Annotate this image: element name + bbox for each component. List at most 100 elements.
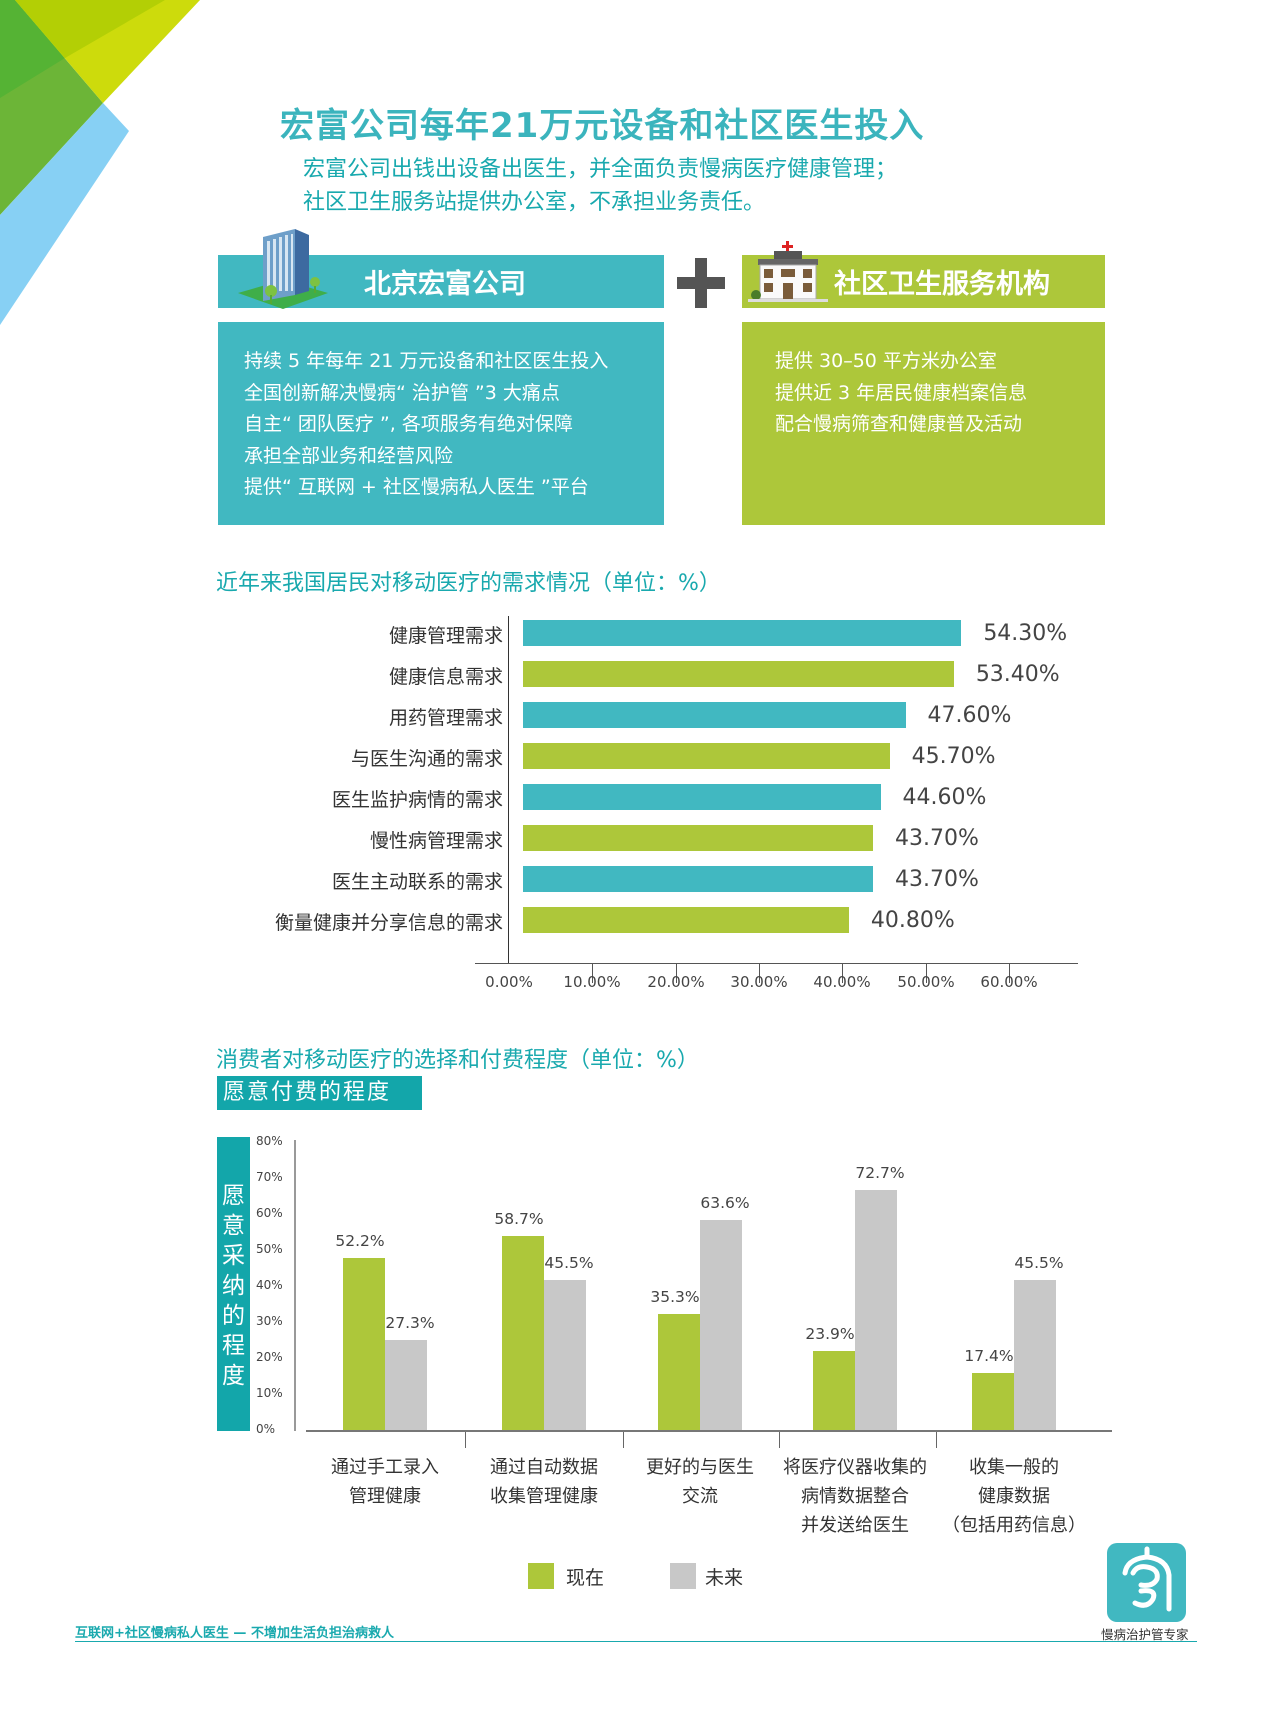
bar-value-label: 47.60% [927,703,1012,728]
plus-icon-vertical [695,258,707,308]
bar-value-label: 63.6% [700,1194,750,1213]
legend-label-future: 未来 [705,1567,744,1589]
bar-value-label: 43.70% [895,826,979,851]
left-panel-item: 提供“ 互联网 + 社区慢病私人医生 ”平台 [244,476,589,498]
x-tick [926,963,927,983]
page-title: 宏富公司每年21万元设备和社区医生投入 [280,106,925,146]
category-label-line: 管理健康 [349,1486,421,1507]
x-tick [759,963,760,983]
x-group-divider [623,1432,624,1448]
category-label-line: 通过手工录入 [331,1457,439,1478]
bar-value-label: 23.9% [805,1325,855,1344]
category-label: 收集一般的健康数据 （包括用药信息） [936,1453,1092,1540]
x-tick-label: 50.00% [897,973,955,991]
bar-value-label: 45.70% [911,744,996,769]
bar-now [658,1313,700,1430]
x-tick-label: 20.00% [647,973,705,991]
bar-now [502,1236,544,1430]
bar [523,661,954,687]
category-label: 通过手工录入 管理健康 [307,1453,463,1511]
left-panel-item: 自主“ 团队医疗 ”, 各项服务有绝对保障 [244,413,573,435]
y-tick-label: 30% [256,1314,283,1328]
chart2-y-axis [294,1140,296,1431]
bar-value-label: 58.7% [494,1210,544,1229]
legend-swatch-future [670,1563,696,1589]
chart1-title: 近年来我国居民对移动医疗的需求情况（单位：%） [216,571,721,596]
category-label-line: （包括用药信息） [942,1515,1086,1536]
x-tick [1009,963,1010,983]
bar-category-label: 与医生沟通的需求 [350,748,503,770]
right-panel-header: 社区卫生服务机构 [742,241,1105,308]
x-group-divider [779,1432,780,1448]
bar-category-label: 用药管理需求 [388,707,503,729]
right-panel-item: 配合慢病筛查和健康普及活动 [775,413,1023,435]
bar [523,825,874,851]
y-axis-label-char: 的 [222,1303,245,1329]
x-group-divider [465,1432,466,1448]
y-tick-label: 10% [256,1386,283,1400]
x-tick [592,963,593,983]
bar-value-label: 53.40% [975,662,1060,687]
category-label-line: 通过自动数据 [490,1457,598,1478]
category-label-line: 并发送给医生 [801,1515,909,1536]
office-building-icon [238,229,328,309]
chart2-y-axis-label: 愿意采纳的程度 [217,1137,250,1431]
bar [523,866,874,892]
footer-divider [75,1641,1197,1642]
chart1-y-axis [508,616,509,963]
bar-now [343,1257,385,1430]
bar-future [700,1220,742,1430]
right-panel-title: 社区卫生服务机构 [834,269,1050,300]
left-panel-header: 北京宏富公司 [218,229,664,309]
y-tick-label: 50% [256,1242,283,1256]
y-tick-label: 80% [256,1134,283,1148]
bar-category-label: 健康管理需求 [388,625,503,647]
bar-now [813,1351,855,1430]
bar [523,702,906,728]
bar-now [972,1372,1014,1430]
bar-value-label: 45.5% [1014,1253,1064,1272]
y-axis-label-char: 度 [222,1363,245,1389]
logo-text: 慢病治护管专家 [1101,1627,1189,1642]
category-label-line: 收集一般的 [969,1457,1059,1478]
category-label-line: 病情数据整合 [801,1486,909,1507]
bar-value-label: 35.3% [650,1287,700,1306]
x-tick [842,963,843,983]
x-tick [676,963,677,983]
category-label-line: 将医疗仪器收集的 [783,1457,927,1478]
clinic-building-icon [748,241,828,302]
category-label-line: 收集管理健康 [490,1486,598,1507]
right-panel-item: 提供 30–50 平方米办公室 [775,350,997,372]
x-tick-label: 40.00% [813,973,871,991]
bar-value-label: 54.30% [983,621,1068,646]
category-label: 更好的与医生 交流 [622,1453,778,1511]
legend-swatch-now [528,1563,554,1589]
bar-future [1014,1279,1056,1430]
y-tick-label: 20% [256,1350,283,1364]
bar-value-label: 45.5% [544,1253,594,1272]
bar-value-label: 43.70% [895,867,979,892]
chart2-title: 消费者对移动医疗的选择和付费程度（单位：%） [216,1048,699,1073]
bar-value-label: 27.3% [385,1313,435,1332]
left-panel-item: 持续 5 年每年 21 万元设备和社区医生投入 [244,350,609,372]
bar-value-label: 72.7% [855,1164,905,1183]
bar [523,743,890,769]
subtitle-line: 社区卫生服务站提供办公室，不承担业务责任。 [303,190,766,215]
category-label-line: 健康数据 [978,1486,1050,1507]
chart2-x-axis [306,1430,1112,1432]
bar-future [385,1339,427,1430]
left-panel-body: 持续 5 年每年 21 万元设备和社区医生投入 全国创新解决慢病“ 治护管 ”3… [218,322,664,525]
category-label-line: 交流 [682,1486,718,1507]
chart2-subtitle-badge: 愿意付费的程度 [217,1076,422,1110]
category-label: 通过自动数据 收集管理健康 [466,1453,622,1511]
bar-value-label: 44.60% [902,785,987,810]
x-tick-label: 60.00% [980,973,1038,991]
subtitle-line: 宏富公司出钱出设备出医生，并全面负责慢病医疗健康管理； [303,157,898,182]
left-panel-item: 全国创新解决慢病“ 治护管 ”3 大痛点 [244,381,560,404]
right-panel-body: 提供 30–50 平方米办公室 提供近 3 年居民健康档案信息 配合慢病筛查和健… [742,322,1105,525]
y-axis-label-char: 纳 [222,1273,245,1299]
y-axis-label-char: 愿 [222,1183,245,1209]
page-subtitle: 宏富公司出钱出设备出医生，并全面负责慢病医疗健康管理； 社区卫生服务站提供办公室… [303,153,897,219]
footer-tagline: 互联网+社区慢病私人医生 — 不增加生活负担治病救人 [75,1626,394,1641]
y-tick-label: 70% [256,1170,283,1184]
